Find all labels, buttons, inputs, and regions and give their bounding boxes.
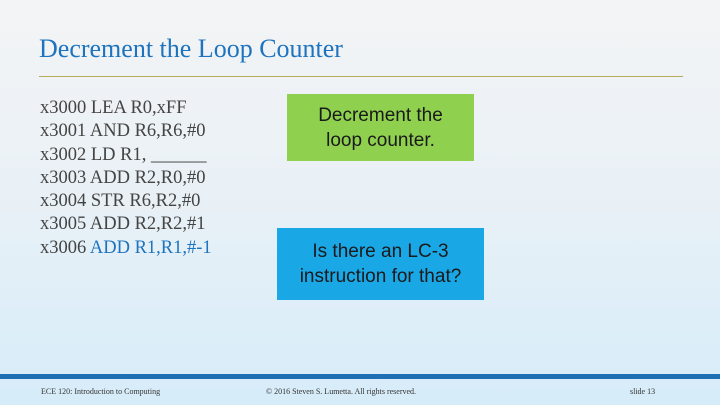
callout-line: Is there an LC-3	[312, 241, 449, 262]
code-address: x3001	[40, 121, 87, 142]
code-line: x3003 ADD R2,R0,#0	[40, 167, 212, 190]
code-address: x3003	[40, 167, 87, 188]
code-line: x3004 STR R6,R2,#0	[40, 190, 212, 213]
callout-line: Decrement the	[318, 104, 443, 126]
code-line-highlighted: x3006 ADD R1,R1,#-1	[40, 237, 212, 260]
code-line: x3000 LEA R0,xFF	[40, 97, 212, 120]
callout-line: loop counter.	[326, 129, 435, 151]
code-listing: x3000 LEA R0,xFF x3001 AND R6,R6,#0 x300…	[40, 97, 212, 260]
code-line: x3002 LD R1, ______	[40, 144, 212, 167]
title-divider	[39, 76, 683, 77]
code-instruction: LEA R0,xFF	[90, 98, 187, 118]
code-instruction-highlighted: ADD R1,R1,#-1	[89, 237, 212, 258]
code-address: x3002	[40, 144, 87, 165]
code-address: x3006	[40, 237, 87, 258]
callout-question: Is there an LC-3 instruction for that?	[277, 228, 484, 300]
footer-copyright: © 2016 Steven S. Lumetta. All rights res…	[266, 387, 417, 396]
code-line: x3001 AND R6,R6,#0	[40, 120, 212, 143]
code-address: x3000	[40, 98, 87, 118]
code-instruction: ADD R2,R0,#0	[89, 167, 206, 188]
code-address: x3005	[40, 214, 87, 235]
footer-slide-number: slide 13	[630, 387, 656, 396]
code-address: x3004	[40, 191, 87, 212]
code-line: x3005 ADD R2,R2,#1	[40, 213, 212, 236]
code-instruction: ADD R2,R2,#1	[89, 214, 206, 235]
footer-course: ECE 120: Introduction to Computing	[41, 387, 161, 396]
code-instruction: LD R1, ______	[90, 144, 207, 165]
code-instruction: AND R6,R6,#0	[89, 121, 206, 142]
callout-decrement: Decrement the loop counter.	[287, 94, 474, 161]
slide-title: Decrement the Loop Counter	[39, 34, 343, 63]
footer-band	[0, 374, 720, 379]
callout-line: instruction for that?	[299, 266, 462, 287]
code-instruction: STR R6,R2,#0	[90, 191, 201, 212]
